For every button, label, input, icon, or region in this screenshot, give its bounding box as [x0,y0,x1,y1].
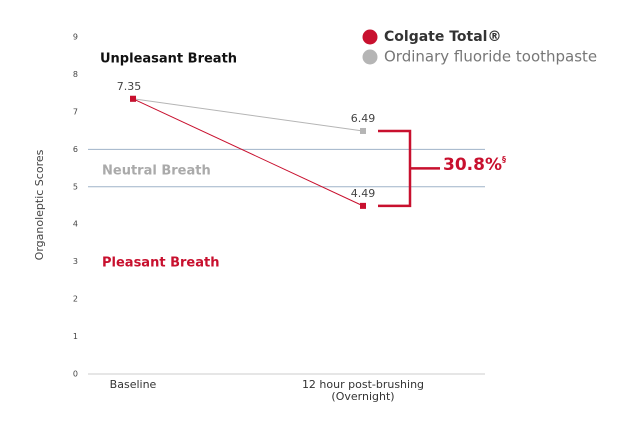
y-tick-label: 4 [73,220,78,229]
zone-label: Pleasant Breath [102,256,219,271]
annotation-superscript: § [502,155,506,164]
data-label: 6.49 [351,112,376,125]
zone-label: Unpleasant Breath [100,52,237,67]
legend-swatch [362,49,378,65]
y-tick-label: 2 [73,295,78,304]
bracket [378,129,440,208]
legend-label: Ordinary fluoride toothpaste [384,48,597,66]
y-tick-label: 8 [73,70,78,79]
y-tick-label: 6 [73,145,78,154]
y-tick-label: 1 [73,332,78,341]
x-tick-label: Baseline [109,378,157,391]
y-tick-label: 0 [73,370,78,379]
y-tick-label: 9 [73,33,78,42]
data-label: 7.35 [117,80,142,93]
y-tick-label: 7 [73,107,78,116]
series-line [132,98,364,132]
data-point [360,127,366,134]
legend-swatch [362,29,378,45]
legend-label: Colgate Total® [384,29,501,45]
zone-label: Neutral Breath [102,164,211,179]
annotation: 30.8%§ [443,155,506,176]
data-point [130,95,136,102]
x-tick-label: 12 hour post-brushing (Overnight) [301,378,425,403]
series-line [132,98,364,207]
annotation-text: 30.8% [443,155,502,175]
y-tick-label: 3 [73,257,78,266]
y-axis-label: Organoleptic Scores [33,149,46,260]
y-tick-label: 5 [73,182,78,191]
data-point [360,202,366,209]
data-label: 4.49 [351,187,376,200]
